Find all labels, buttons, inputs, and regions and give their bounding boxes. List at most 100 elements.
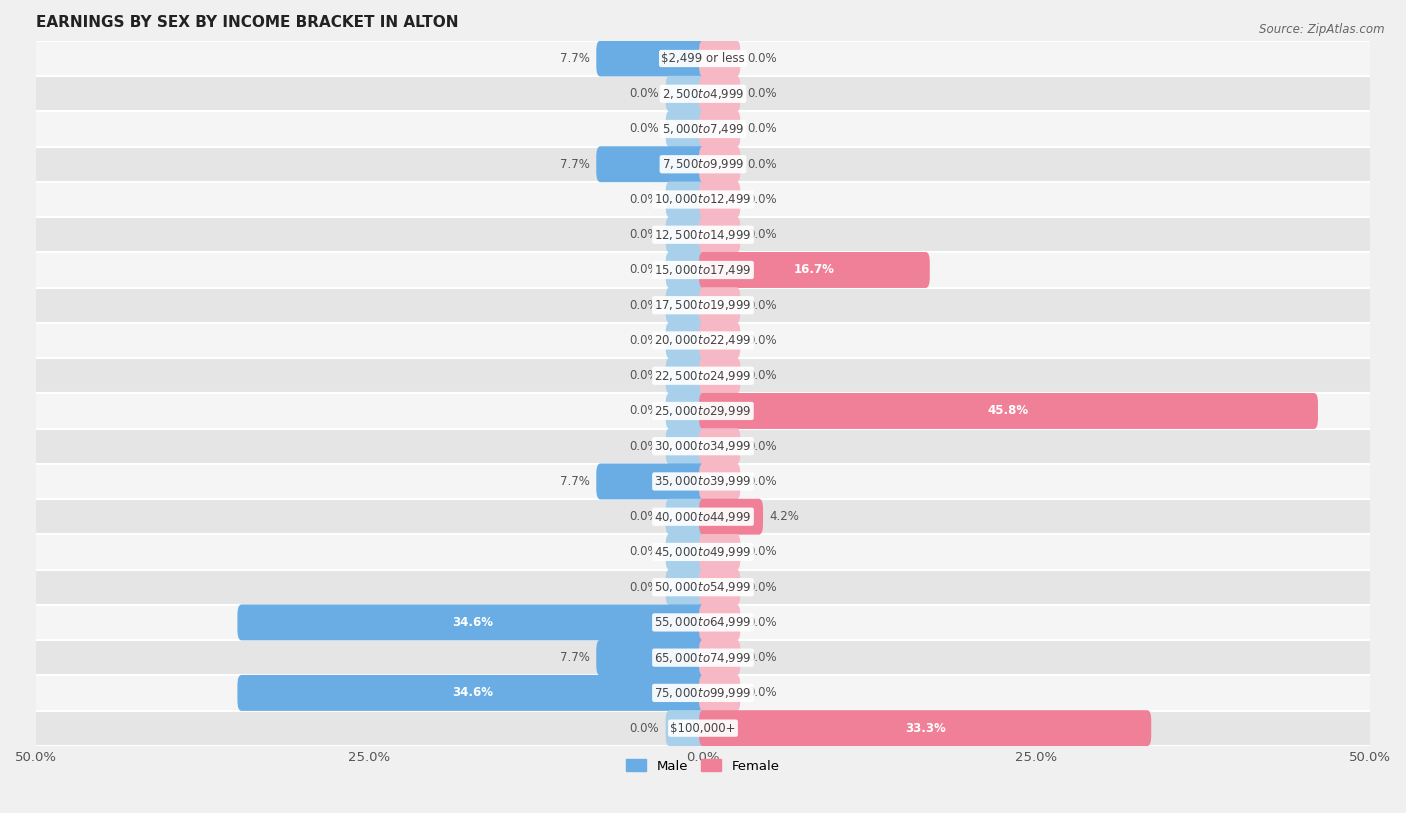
FancyBboxPatch shape bbox=[37, 252, 1369, 288]
FancyBboxPatch shape bbox=[699, 640, 741, 676]
Text: EARNINGS BY SEX BY INCOME BRACKET IN ALTON: EARNINGS BY SEX BY INCOME BRACKET IN ALT… bbox=[37, 15, 458, 30]
Text: 16.7%: 16.7% bbox=[794, 263, 835, 276]
FancyBboxPatch shape bbox=[699, 498, 763, 535]
FancyBboxPatch shape bbox=[665, 428, 707, 464]
FancyBboxPatch shape bbox=[37, 288, 1369, 323]
Text: 0.0%: 0.0% bbox=[630, 580, 659, 593]
FancyBboxPatch shape bbox=[37, 358, 1369, 393]
Text: $12,500 to $14,999: $12,500 to $14,999 bbox=[654, 228, 752, 241]
Text: 0.0%: 0.0% bbox=[630, 193, 659, 206]
Text: Source: ZipAtlas.com: Source: ZipAtlas.com bbox=[1260, 23, 1385, 36]
FancyBboxPatch shape bbox=[699, 358, 741, 393]
FancyBboxPatch shape bbox=[596, 146, 707, 182]
FancyBboxPatch shape bbox=[699, 287, 741, 324]
FancyBboxPatch shape bbox=[699, 41, 741, 76]
FancyBboxPatch shape bbox=[699, 604, 741, 641]
FancyBboxPatch shape bbox=[37, 41, 1369, 76]
Text: $65,000 to $74,999: $65,000 to $74,999 bbox=[654, 650, 752, 665]
Text: $5,000 to $7,499: $5,000 to $7,499 bbox=[662, 122, 744, 136]
Text: 0.0%: 0.0% bbox=[630, 87, 659, 100]
Text: 7.7%: 7.7% bbox=[560, 158, 589, 171]
Text: $17,500 to $19,999: $17,500 to $19,999 bbox=[654, 298, 752, 312]
Text: $10,000 to $12,499: $10,000 to $12,499 bbox=[654, 193, 752, 207]
Text: 0.0%: 0.0% bbox=[747, 580, 776, 593]
FancyBboxPatch shape bbox=[37, 605, 1369, 640]
FancyBboxPatch shape bbox=[699, 76, 741, 111]
FancyBboxPatch shape bbox=[37, 111, 1369, 146]
FancyBboxPatch shape bbox=[699, 393, 1317, 429]
FancyBboxPatch shape bbox=[596, 463, 707, 499]
Text: 7.7%: 7.7% bbox=[560, 475, 589, 488]
FancyBboxPatch shape bbox=[665, 498, 707, 535]
FancyBboxPatch shape bbox=[665, 252, 707, 288]
FancyBboxPatch shape bbox=[37, 464, 1369, 499]
FancyBboxPatch shape bbox=[37, 640, 1369, 676]
Text: 0.0%: 0.0% bbox=[747, 546, 776, 559]
FancyBboxPatch shape bbox=[665, 358, 707, 393]
Text: 0.0%: 0.0% bbox=[630, 511, 659, 524]
Text: $22,500 to $24,999: $22,500 to $24,999 bbox=[654, 369, 752, 383]
Text: 45.8%: 45.8% bbox=[988, 404, 1029, 417]
FancyBboxPatch shape bbox=[665, 111, 707, 147]
Text: 0.0%: 0.0% bbox=[747, 369, 776, 382]
FancyBboxPatch shape bbox=[699, 181, 741, 217]
FancyBboxPatch shape bbox=[699, 534, 741, 570]
FancyBboxPatch shape bbox=[37, 570, 1369, 605]
FancyBboxPatch shape bbox=[699, 217, 741, 253]
Text: 0.0%: 0.0% bbox=[747, 52, 776, 65]
Text: 0.0%: 0.0% bbox=[747, 193, 776, 206]
Text: 0.0%: 0.0% bbox=[747, 475, 776, 488]
Text: 0.0%: 0.0% bbox=[747, 651, 776, 664]
FancyBboxPatch shape bbox=[665, 181, 707, 217]
Text: 7.7%: 7.7% bbox=[560, 52, 589, 65]
FancyBboxPatch shape bbox=[37, 534, 1369, 570]
Text: 34.6%: 34.6% bbox=[451, 686, 492, 699]
FancyBboxPatch shape bbox=[37, 428, 1369, 464]
Text: 0.0%: 0.0% bbox=[747, 228, 776, 241]
FancyBboxPatch shape bbox=[37, 76, 1369, 111]
Text: $40,000 to $44,999: $40,000 to $44,999 bbox=[654, 510, 752, 524]
Text: $25,000 to $29,999: $25,000 to $29,999 bbox=[654, 404, 752, 418]
FancyBboxPatch shape bbox=[665, 569, 707, 605]
Text: 0.0%: 0.0% bbox=[630, 722, 659, 735]
Text: $55,000 to $64,999: $55,000 to $64,999 bbox=[654, 615, 752, 629]
FancyBboxPatch shape bbox=[665, 711, 707, 746]
FancyBboxPatch shape bbox=[665, 323, 707, 359]
FancyBboxPatch shape bbox=[699, 463, 741, 499]
FancyBboxPatch shape bbox=[37, 146, 1369, 182]
Text: 0.0%: 0.0% bbox=[630, 228, 659, 241]
FancyBboxPatch shape bbox=[665, 393, 707, 429]
Text: 0.0%: 0.0% bbox=[747, 87, 776, 100]
Text: 0.0%: 0.0% bbox=[747, 123, 776, 136]
Text: 0.0%: 0.0% bbox=[630, 404, 659, 417]
FancyBboxPatch shape bbox=[37, 711, 1369, 746]
Text: $35,000 to $39,999: $35,000 to $39,999 bbox=[654, 475, 752, 489]
Text: 0.0%: 0.0% bbox=[630, 369, 659, 382]
Text: $20,000 to $22,499: $20,000 to $22,499 bbox=[654, 333, 752, 347]
Text: $2,499 or less: $2,499 or less bbox=[661, 52, 745, 65]
FancyBboxPatch shape bbox=[665, 534, 707, 570]
Text: 0.0%: 0.0% bbox=[630, 334, 659, 347]
Text: 0.0%: 0.0% bbox=[747, 334, 776, 347]
FancyBboxPatch shape bbox=[699, 675, 741, 711]
Text: 0.0%: 0.0% bbox=[630, 440, 659, 453]
FancyBboxPatch shape bbox=[37, 217, 1369, 252]
FancyBboxPatch shape bbox=[596, 640, 707, 676]
Text: 0.0%: 0.0% bbox=[630, 298, 659, 311]
FancyBboxPatch shape bbox=[596, 41, 707, 76]
FancyBboxPatch shape bbox=[665, 217, 707, 253]
FancyBboxPatch shape bbox=[699, 252, 929, 288]
FancyBboxPatch shape bbox=[665, 76, 707, 111]
FancyBboxPatch shape bbox=[699, 569, 741, 605]
Legend: Male, Female: Male, Female bbox=[621, 754, 785, 778]
Text: 0.0%: 0.0% bbox=[747, 686, 776, 699]
Text: $50,000 to $54,999: $50,000 to $54,999 bbox=[654, 580, 752, 594]
FancyBboxPatch shape bbox=[37, 323, 1369, 358]
Text: $2,500 to $4,999: $2,500 to $4,999 bbox=[662, 87, 744, 101]
Text: $75,000 to $99,999: $75,000 to $99,999 bbox=[654, 686, 752, 700]
Text: 0.0%: 0.0% bbox=[747, 616, 776, 629]
FancyBboxPatch shape bbox=[37, 393, 1369, 428]
FancyBboxPatch shape bbox=[238, 675, 707, 711]
Text: $30,000 to $34,999: $30,000 to $34,999 bbox=[654, 439, 752, 453]
Text: 7.7%: 7.7% bbox=[560, 651, 589, 664]
